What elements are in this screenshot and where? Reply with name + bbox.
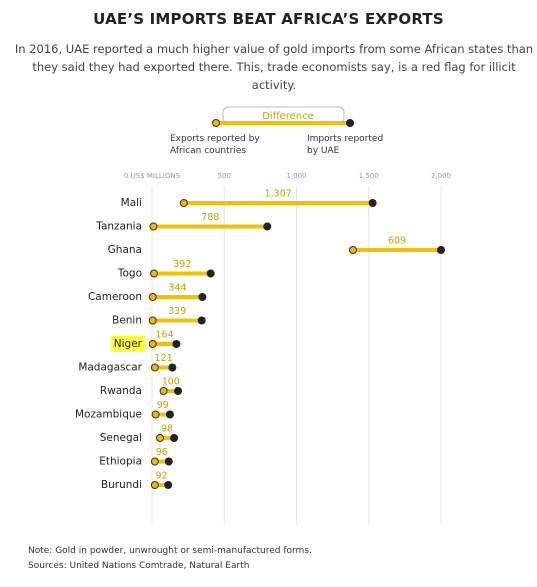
legend-imports: Imports reported by UAE: [307, 134, 384, 156]
import-dot: [174, 387, 183, 395]
export-dot: [155, 434, 164, 442]
category-label: Ghana: [108, 244, 142, 256]
category-label: Benin: [112, 315, 142, 327]
category-label: Ethiopia: [99, 456, 142, 468]
import-dot: [263, 222, 272, 231]
x-tick-label: 1,000: [286, 172, 306, 180]
difference-label: 98: [161, 424, 173, 435]
category-label: Tanzania: [95, 221, 142, 233]
x-tick-label: 2,000: [431, 172, 451, 180]
difference-label: 1,307: [265, 189, 292, 200]
legend-exports: Exports reported by African countries: [170, 134, 260, 156]
category-label: Mali: [121, 197, 142, 209]
import-dot: [437, 246, 445, 254]
x-tick-label: 500: [218, 172, 231, 180]
export-dot: [148, 316, 157, 325]
export-dot: [148, 340, 157, 348]
difference-label: 100: [162, 377, 180, 388]
import-dot: [164, 481, 173, 489]
import-dot: [165, 410, 174, 419]
import-dot: [168, 363, 177, 372]
import-dot: [206, 269, 215, 278]
export-dot: [159, 387, 168, 395]
chart-subtitle: In 2016, UAE reported a much higher valu…: [14, 42, 534, 92]
difference-label: 609: [388, 236, 406, 247]
export-dot: [179, 199, 188, 207]
chart-title: UAE’S IMPORTS BEAT AFRICA’S EXPORTS: [93, 10, 444, 28]
export-dot: [150, 269, 159, 278]
import-dot: [172, 340, 181, 348]
difference-label: 339: [168, 306, 186, 317]
import-dot: [197, 316, 206, 325]
legend-import-dot: [346, 119, 354, 127]
category-label: Cameroon: [88, 291, 142, 303]
x-tick-label: 0 US$ MILLIONS: [124, 172, 181, 180]
import-dot: [198, 293, 207, 301]
footer: Note: Gold in powder, unwrought or semi-…: [28, 544, 312, 574]
x-tick-label: 1,500: [359, 172, 379, 180]
category-label: Niger: [114, 338, 143, 350]
category-label: Senegal: [100, 432, 142, 444]
difference-label: 344: [169, 283, 187, 294]
import-dot: [164, 457, 173, 466]
import-dot: [368, 199, 377, 207]
difference-label: 392: [173, 259, 191, 270]
import-dot: [170, 434, 179, 442]
difference-label: 99: [157, 400, 169, 411]
category-label: Mozambique: [75, 409, 142, 421]
difference-label: 92: [155, 471, 167, 482]
difference-label: 96: [156, 447, 168, 458]
export-dot: [151, 410, 160, 419]
category-label: Togo: [117, 268, 142, 280]
legend-export-dot: [212, 119, 220, 127]
difference-label: 164: [156, 330, 174, 341]
export-dot: [148, 293, 157, 301]
category-label: Madagascar: [78, 362, 142, 374]
note: Note: Gold in powder, unwrought or semi-…: [28, 546, 312, 556]
export-dot: [149, 222, 158, 231]
difference-label: 788: [201, 212, 219, 223]
export-dot: [150, 363, 159, 372]
category-label: Burundi: [101, 479, 142, 491]
legend-difference: Difference: [262, 111, 314, 122]
export-dot: [150, 457, 159, 466]
category-label: Rwanda: [100, 385, 142, 397]
export-dot: [348, 246, 357, 254]
highlight: [110, 336, 146, 352]
difference-label: 121: [155, 353, 173, 364]
source: Sources: United Nations Comtrade, Natura…: [28, 561, 250, 571]
export-dot: [150, 481, 159, 489]
